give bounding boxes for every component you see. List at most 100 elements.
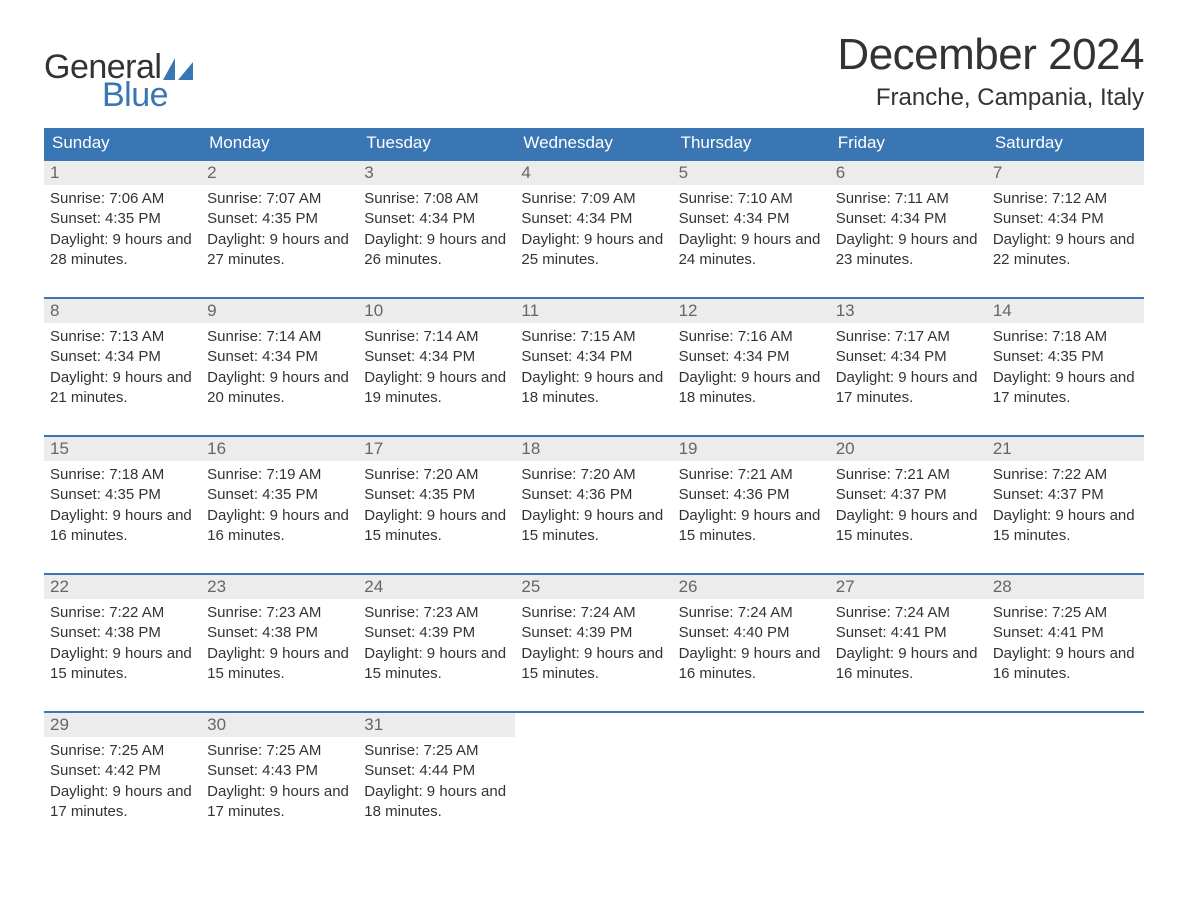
sunset-line: Sunset: 4:34 PM bbox=[364, 347, 509, 367]
day-cell: 20Sunrise: 7:21 AMSunset: 4:37 PMDayligh… bbox=[830, 437, 987, 557]
sunrise-line: Sunrise: 7:10 AM bbox=[679, 189, 824, 209]
sunset-line: Sunset: 4:35 PM bbox=[993, 347, 1138, 367]
day-cell: 21Sunrise: 7:22 AMSunset: 4:37 PMDayligh… bbox=[987, 437, 1144, 557]
sunrise-line: Sunrise: 7:19 AM bbox=[207, 465, 352, 485]
day-body: Sunrise: 7:25 AMSunset: 4:43 PMDaylight:… bbox=[201, 737, 358, 826]
sunset-line: Sunset: 4:40 PM bbox=[679, 623, 824, 643]
daylight-line: Daylight: 9 hours and 22 minutes. bbox=[993, 230, 1138, 271]
weekday-thursday: Thursday bbox=[673, 128, 830, 159]
sunset-line: Sunset: 4:38 PM bbox=[50, 623, 195, 643]
sunrise-line: Sunrise: 7:06 AM bbox=[50, 189, 195, 209]
daylight-line: Daylight: 9 hours and 15 minutes. bbox=[364, 506, 509, 547]
day-cell: 8Sunrise: 7:13 AMSunset: 4:34 PMDaylight… bbox=[44, 299, 201, 419]
sunset-line: Sunset: 4:39 PM bbox=[364, 623, 509, 643]
sunset-line: Sunset: 4:41 PM bbox=[836, 623, 981, 643]
day-cell bbox=[987, 713, 1144, 833]
day-body: Sunrise: 7:10 AMSunset: 4:34 PMDaylight:… bbox=[673, 185, 830, 274]
day-body: Sunrise: 7:06 AMSunset: 4:35 PMDaylight:… bbox=[44, 185, 201, 274]
day-number: 21 bbox=[987, 437, 1144, 461]
sunset-line: Sunset: 4:34 PM bbox=[993, 209, 1138, 229]
weekday-wednesday: Wednesday bbox=[515, 128, 672, 159]
header: General Blue December 2024 Franche, Camp… bbox=[44, 30, 1144, 112]
day-number: 30 bbox=[201, 713, 358, 737]
day-body: Sunrise: 7:24 AMSunset: 4:39 PMDaylight:… bbox=[515, 599, 672, 688]
sunrise-line: Sunrise: 7:25 AM bbox=[207, 741, 352, 761]
day-number: 25 bbox=[515, 575, 672, 599]
sunrise-line: Sunrise: 7:25 AM bbox=[993, 603, 1138, 623]
daylight-line: Daylight: 9 hours and 26 minutes. bbox=[364, 230, 509, 271]
sunrise-line: Sunrise: 7:18 AM bbox=[50, 465, 195, 485]
day-cell: 15Sunrise: 7:18 AMSunset: 4:35 PMDayligh… bbox=[44, 437, 201, 557]
day-body: Sunrise: 7:07 AMSunset: 4:35 PMDaylight:… bbox=[201, 185, 358, 274]
day-cell: 22Sunrise: 7:22 AMSunset: 4:38 PMDayligh… bbox=[44, 575, 201, 695]
daylight-line: Daylight: 9 hours and 28 minutes. bbox=[50, 230, 195, 271]
day-number: 8 bbox=[44, 299, 201, 323]
sunrise-line: Sunrise: 7:12 AM bbox=[993, 189, 1138, 209]
day-body: Sunrise: 7:11 AMSunset: 4:34 PMDaylight:… bbox=[830, 185, 987, 274]
day-number: 23 bbox=[201, 575, 358, 599]
daylight-line: Daylight: 9 hours and 18 minutes. bbox=[364, 782, 509, 823]
day-body: Sunrise: 7:20 AMSunset: 4:35 PMDaylight:… bbox=[358, 461, 515, 550]
day-cell: 27Sunrise: 7:24 AMSunset: 4:41 PMDayligh… bbox=[830, 575, 987, 695]
day-body: Sunrise: 7:23 AMSunset: 4:39 PMDaylight:… bbox=[358, 599, 515, 688]
day-cell: 26Sunrise: 7:24 AMSunset: 4:40 PMDayligh… bbox=[673, 575, 830, 695]
day-cell: 2Sunrise: 7:07 AMSunset: 4:35 PMDaylight… bbox=[201, 161, 358, 281]
day-body: Sunrise: 7:17 AMSunset: 4:34 PMDaylight:… bbox=[830, 323, 987, 412]
logo: General Blue bbox=[44, 50, 193, 112]
day-cell: 25Sunrise: 7:24 AMSunset: 4:39 PMDayligh… bbox=[515, 575, 672, 695]
daylight-line: Daylight: 9 hours and 15 minutes. bbox=[836, 506, 981, 547]
day-cell bbox=[673, 713, 830, 833]
daylight-line: Daylight: 9 hours and 16 minutes. bbox=[993, 644, 1138, 685]
daylight-line: Daylight: 9 hours and 15 minutes. bbox=[679, 506, 824, 547]
sunset-line: Sunset: 4:34 PM bbox=[836, 347, 981, 367]
day-body: Sunrise: 7:25 AMSunset: 4:44 PMDaylight:… bbox=[358, 737, 515, 826]
sunrise-line: Sunrise: 7:07 AM bbox=[207, 189, 352, 209]
sunrise-line: Sunrise: 7:25 AM bbox=[50, 741, 195, 761]
sunset-line: Sunset: 4:35 PM bbox=[50, 485, 195, 505]
day-cell: 24Sunrise: 7:23 AMSunset: 4:39 PMDayligh… bbox=[358, 575, 515, 695]
sunset-line: Sunset: 4:34 PM bbox=[679, 347, 824, 367]
daylight-line: Daylight: 9 hours and 20 minutes. bbox=[207, 368, 352, 409]
daylight-line: Daylight: 9 hours and 21 minutes. bbox=[50, 368, 195, 409]
day-number: 11 bbox=[515, 299, 672, 323]
sunset-line: Sunset: 4:42 PM bbox=[50, 761, 195, 781]
day-cell: 16Sunrise: 7:19 AMSunset: 4:35 PMDayligh… bbox=[201, 437, 358, 557]
day-cell: 7Sunrise: 7:12 AMSunset: 4:34 PMDaylight… bbox=[987, 161, 1144, 281]
day-cell bbox=[830, 713, 987, 833]
month-title: December 2024 bbox=[837, 30, 1144, 80]
day-number: 3 bbox=[358, 161, 515, 185]
day-number: 20 bbox=[830, 437, 987, 461]
sunrise-line: Sunrise: 7:20 AM bbox=[521, 465, 666, 485]
day-body: Sunrise: 7:13 AMSunset: 4:34 PMDaylight:… bbox=[44, 323, 201, 412]
sunrise-line: Sunrise: 7:13 AM bbox=[50, 327, 195, 347]
week-row: 29Sunrise: 7:25 AMSunset: 4:42 PMDayligh… bbox=[44, 711, 1144, 833]
day-cell: 11Sunrise: 7:15 AMSunset: 4:34 PMDayligh… bbox=[515, 299, 672, 419]
day-cell: 12Sunrise: 7:16 AMSunset: 4:34 PMDayligh… bbox=[673, 299, 830, 419]
sunrise-line: Sunrise: 7:25 AM bbox=[364, 741, 509, 761]
day-body: Sunrise: 7:24 AMSunset: 4:40 PMDaylight:… bbox=[673, 599, 830, 688]
day-body: Sunrise: 7:23 AMSunset: 4:38 PMDaylight:… bbox=[201, 599, 358, 688]
sunrise-line: Sunrise: 7:24 AM bbox=[836, 603, 981, 623]
sunrise-line: Sunrise: 7:08 AM bbox=[364, 189, 509, 209]
sunrise-line: Sunrise: 7:16 AM bbox=[679, 327, 824, 347]
sunset-line: Sunset: 4:34 PM bbox=[679, 209, 824, 229]
weekday-monday: Monday bbox=[201, 128, 358, 159]
sunset-line: Sunset: 4:44 PM bbox=[364, 761, 509, 781]
sunrise-line: Sunrise: 7:09 AM bbox=[521, 189, 666, 209]
daylight-line: Daylight: 9 hours and 24 minutes. bbox=[679, 230, 824, 271]
day-cell: 30Sunrise: 7:25 AMSunset: 4:43 PMDayligh… bbox=[201, 713, 358, 833]
sunset-line: Sunset: 4:35 PM bbox=[364, 485, 509, 505]
daylight-line: Daylight: 9 hours and 18 minutes. bbox=[521, 368, 666, 409]
location: Franche, Campania, Italy bbox=[837, 84, 1144, 112]
sunset-line: Sunset: 4:37 PM bbox=[836, 485, 981, 505]
day-cell: 18Sunrise: 7:20 AMSunset: 4:36 PMDayligh… bbox=[515, 437, 672, 557]
day-number: 10 bbox=[358, 299, 515, 323]
sunrise-line: Sunrise: 7:23 AM bbox=[364, 603, 509, 623]
day-cell: 4Sunrise: 7:09 AMSunset: 4:34 PMDaylight… bbox=[515, 161, 672, 281]
day-cell: 28Sunrise: 7:25 AMSunset: 4:41 PMDayligh… bbox=[987, 575, 1144, 695]
daylight-line: Daylight: 9 hours and 15 minutes. bbox=[521, 644, 666, 685]
day-body: Sunrise: 7:21 AMSunset: 4:37 PMDaylight:… bbox=[830, 461, 987, 550]
weeks-host: 1Sunrise: 7:06 AMSunset: 4:35 PMDaylight… bbox=[44, 159, 1144, 833]
day-number: 9 bbox=[201, 299, 358, 323]
sunrise-line: Sunrise: 7:18 AM bbox=[993, 327, 1138, 347]
